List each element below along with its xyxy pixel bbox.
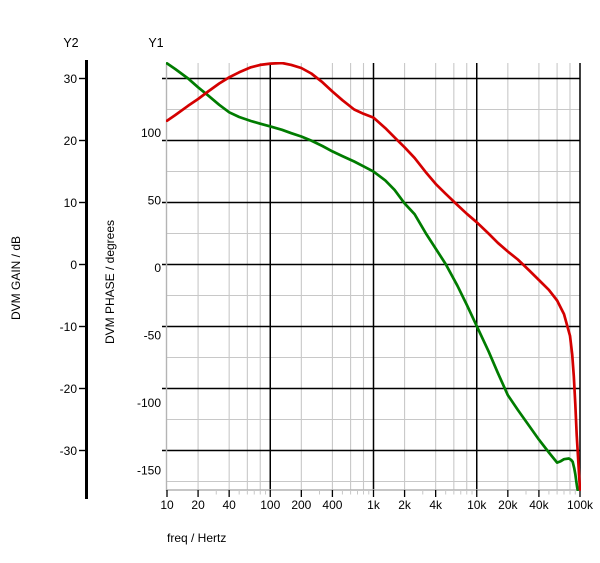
y1-axis-tag: Y1 bbox=[148, 36, 163, 50]
gain-tick-label: 10 bbox=[64, 196, 78, 210]
phase-tick-label: 50 bbox=[148, 193, 162, 207]
phase-tick-label: -100 bbox=[137, 396, 161, 410]
freq-tick-label: 200 bbox=[291, 498, 311, 512]
gain-tick-label: -20 bbox=[60, 382, 78, 396]
freq-tick-label: 40 bbox=[222, 498, 236, 512]
gain-tick-label: 20 bbox=[64, 134, 78, 148]
gain-tick-label: -30 bbox=[60, 444, 78, 458]
freq-tick-label: 100 bbox=[260, 498, 280, 512]
freq-tick-label: 40k bbox=[529, 498, 549, 512]
freq-tick-label: 400 bbox=[322, 498, 342, 512]
tick-marks bbox=[79, 77, 581, 497]
freq-tick-label: 4k bbox=[429, 498, 443, 512]
x-axis-title: freq / Hertz bbox=[167, 531, 226, 545]
phase-axis-title: DVM PHASE / degrees bbox=[103, 220, 117, 344]
freq-tick-label: 10k bbox=[467, 498, 487, 512]
freq-tick-label: 20k bbox=[498, 498, 518, 512]
gain-axis-bar[interactable] bbox=[85, 60, 88, 499]
phase-tick-label: -150 bbox=[137, 463, 161, 477]
phase-tick-label: 0 bbox=[154, 261, 161, 275]
curves bbox=[166, 62, 581, 491]
gain-tick-label: 0 bbox=[70, 258, 77, 272]
y2-axis-tag: Y2 bbox=[63, 36, 78, 50]
freq-tick-label: 20 bbox=[191, 498, 205, 512]
freq-tick-label: 100k bbox=[567, 498, 594, 512]
phase-tick-label: 100 bbox=[141, 126, 161, 140]
freq-tick-label: 10 bbox=[160, 498, 174, 512]
gain-tick-label: -10 bbox=[60, 320, 78, 334]
major-gridlines bbox=[162, 63, 581, 490]
freq-tick-label: 2k bbox=[398, 498, 412, 512]
freq-tick-label: 1k bbox=[367, 498, 381, 512]
phase-tick-label: -50 bbox=[144, 328, 162, 342]
gain-curve[interactable] bbox=[166, 62, 581, 491]
gain-axis-title: DVM GAIN / dB bbox=[9, 236, 23, 320]
phase-curve[interactable] bbox=[166, 62, 580, 491]
gain-tick-label: 30 bbox=[64, 72, 78, 86]
